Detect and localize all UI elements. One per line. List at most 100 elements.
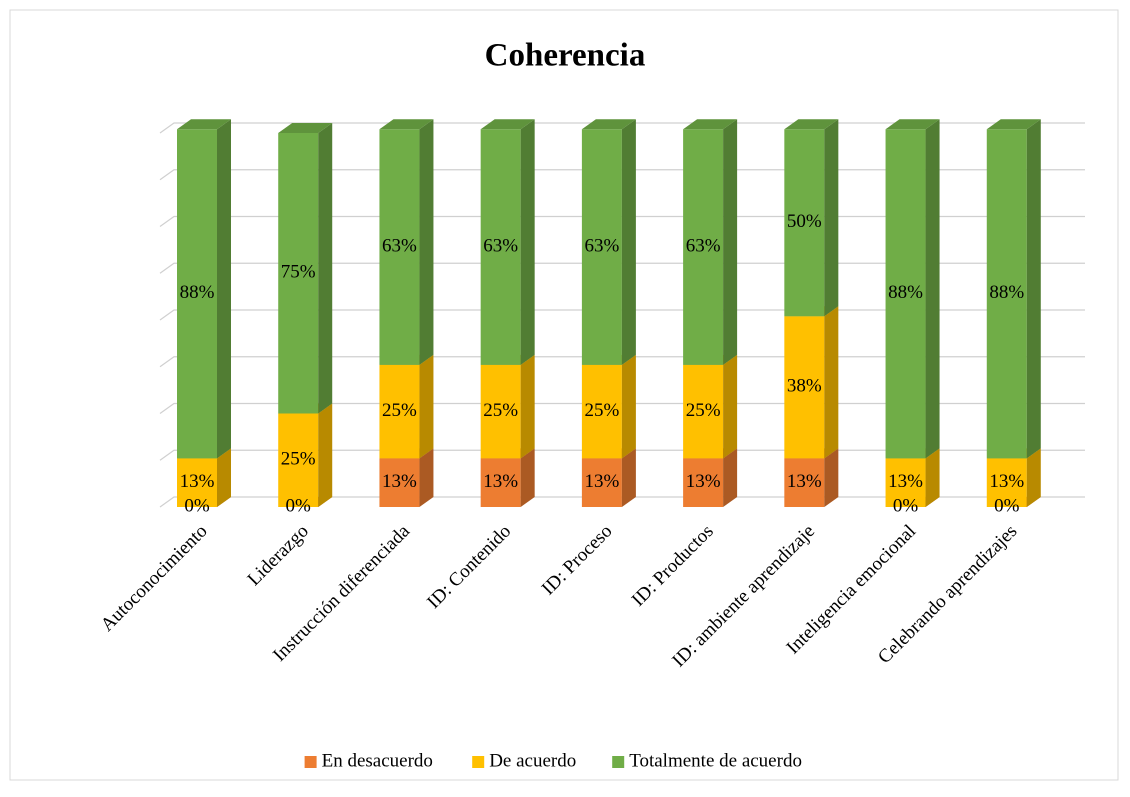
- bar-front: [683, 129, 724, 365]
- bar-side: [217, 119, 231, 459]
- data-label: 0%: [893, 495, 919, 516]
- bar-front: [683, 364, 724, 459]
- chart-title: Coherencia: [485, 38, 646, 74]
- data-label: 88%: [989, 282, 1024, 303]
- bar-front: [379, 364, 420, 459]
- bar-segment: [379, 119, 434, 365]
- legend-swatch: [472, 756, 485, 768]
- data-label: 13%: [787, 471, 822, 492]
- bar-segment: [683, 354, 738, 459]
- grid-line: [159, 449, 1085, 461]
- data-label: 25%: [281, 449, 316, 470]
- bar-front: [784, 129, 825, 317]
- bar-front: [480, 364, 521, 459]
- legend-swatch: [612, 756, 625, 768]
- data-label: 25%: [382, 400, 417, 421]
- data-label: 0%: [994, 495, 1020, 516]
- data-label: 63%: [483, 235, 518, 256]
- bar-top: [784, 119, 839, 130]
- bar-segment: [480, 119, 535, 365]
- bar-front: [885, 129, 926, 459]
- data-label: 25%: [686, 400, 721, 421]
- bar-side: [419, 119, 434, 365]
- bar-front: [379, 129, 420, 365]
- grid-line: [159, 122, 1085, 134]
- bar-segment: [278, 123, 333, 414]
- bar-top: [278, 123, 333, 133]
- bar-side: [520, 354, 535, 459]
- data-label: 13%: [483, 471, 518, 492]
- bar-front: [480, 458, 521, 507]
- legend-label: Totalmente de acuerdo: [629, 750, 802, 771]
- bar-front: [581, 364, 622, 459]
- bar-side: [1026, 119, 1041, 459]
- bar-side: [419, 354, 434, 459]
- bar-front: [177, 129, 217, 459]
- bar-side: [925, 448, 940, 507]
- data-label: 63%: [584, 235, 619, 256]
- bar-front: [278, 133, 319, 414]
- bar-front: [581, 458, 622, 507]
- grid-line: [159, 496, 1085, 508]
- data-label: 13%: [382, 471, 417, 492]
- legend-swatch: [304, 756, 317, 768]
- bar-front: [278, 413, 319, 507]
- bar-side: [824, 119, 839, 317]
- data-label: 13%: [888, 471, 923, 492]
- bar-top: [986, 119, 1041, 130]
- bar-segment: [581, 354, 636, 459]
- bar-top: [177, 119, 231, 130]
- bar-side: [1026, 448, 1041, 507]
- grid-line: [159, 169, 1085, 181]
- grid-line: [159, 356, 1085, 368]
- bar-side: [217, 448, 231, 507]
- grid-line: [159, 402, 1085, 414]
- bar-side: [824, 448, 839, 507]
- bar-side: [419, 448, 434, 507]
- bar-side: [621, 448, 636, 507]
- bar-side: [723, 119, 738, 365]
- grid-line: [159, 262, 1085, 274]
- bar-side: [925, 119, 940, 459]
- bar-front: [986, 129, 1027, 459]
- bar-top: [379, 119, 434, 130]
- data-label: 88%: [888, 282, 923, 303]
- bar-side: [723, 354, 738, 459]
- bar-front: [683, 458, 724, 507]
- data-label: 0%: [286, 495, 312, 516]
- grid-line: [159, 215, 1085, 227]
- bar-side: [824, 306, 839, 459]
- bar-side: [520, 119, 535, 365]
- grid-line: [159, 309, 1085, 321]
- bar-side: [723, 448, 738, 507]
- bar-side: [318, 403, 333, 507]
- bar-top: [480, 119, 535, 130]
- bar-side: [318, 123, 333, 414]
- bar-side: [621, 119, 636, 365]
- bar-front: [986, 458, 1027, 507]
- data-label: 50%: [787, 211, 822, 232]
- bar-top: [885, 119, 940, 130]
- data-label: 38%: [787, 376, 822, 397]
- data-label: 75%: [281, 262, 316, 283]
- data-label: 25%: [483, 400, 518, 421]
- data-label: 88%: [180, 282, 215, 303]
- data-label: 25%: [584, 400, 619, 421]
- bar-side: [520, 448, 535, 507]
- bar-side: [621, 354, 636, 459]
- legend-label: En desacuerdo: [322, 750, 433, 771]
- bar-front: [784, 316, 825, 459]
- chart-border: [9, 9, 1119, 781]
- bar-segment: [683, 119, 738, 365]
- data-label: 63%: [382, 235, 417, 256]
- data-label: 13%: [584, 471, 619, 492]
- bar-top: [581, 119, 636, 130]
- data-label: 13%: [686, 471, 721, 492]
- data-label: 63%: [686, 235, 721, 256]
- bar-segment: [986, 119, 1041, 459]
- bar-front: [581, 129, 622, 365]
- bar-top: [683, 119, 738, 130]
- bar-front: [480, 129, 521, 365]
- bar-front: [784, 458, 825, 507]
